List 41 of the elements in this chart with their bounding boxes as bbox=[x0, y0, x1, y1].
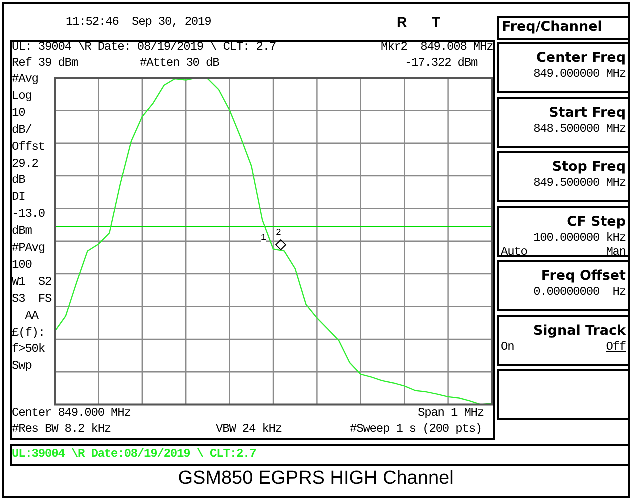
text: #PAvg bbox=[12, 241, 46, 255]
text: -13.0 bbox=[12, 207, 46, 222]
text: Center 849.000 MHz bbox=[12, 406, 131, 420]
softkey-button: Signal Track On Off bbox=[497, 314, 630, 366]
text: S3 FS bbox=[12, 292, 52, 306]
text: f>50k bbox=[12, 342, 46, 356]
text: #Avg bbox=[12, 72, 38, 86]
text: UL:39004 \R Date:08/19/2019 \ CLT:2.7 bbox=[12, 447, 256, 461]
softkey-button: Freq/Channel bbox=[497, 16, 630, 40]
text: £(f): bbox=[12, 326, 46, 340]
text: Swp bbox=[12, 359, 32, 374]
text: dB/ bbox=[12, 122, 32, 137]
softkey-button: Freq Offset 0.00000000 Hz bbox=[497, 260, 630, 311]
text: 11:52:46 Sep 30, 2019 bbox=[66, 15, 212, 29]
text: DI bbox=[12, 190, 26, 204]
text: dBm bbox=[12, 224, 32, 238]
softkey-button: Stop Freq 849.500000 MHz bbox=[497, 151, 630, 202]
text: #Res BW 8.2 kHz bbox=[12, 422, 112, 436]
annotation: 1 bbox=[261, 233, 266, 243]
text: 10 bbox=[12, 106, 26, 120]
text: Log bbox=[12, 88, 32, 103]
text: #Atten 30 dB bbox=[140, 56, 220, 70]
softkey-button: CF Step 100.000000 kHz Auto Man bbox=[497, 206, 630, 256]
text: dB bbox=[12, 173, 26, 188]
annotation: 2 bbox=[276, 228, 281, 238]
text: W1 S2 bbox=[12, 274, 52, 289]
text: Mkr2 849.008 MHz bbox=[381, 40, 494, 54]
text: Offst bbox=[12, 140, 46, 154]
text: 29.2 bbox=[12, 156, 38, 170]
text: R bbox=[397, 14, 408, 30]
softkey-button: Center Freq 849.000000 MHz bbox=[497, 42, 630, 93]
text: #Sweep 1 s (200 pts) bbox=[350, 422, 482, 436]
text: AA bbox=[24, 308, 38, 323]
text: -17.322 dBm bbox=[405, 56, 478, 70]
text: Span 1 MHz bbox=[418, 406, 484, 420]
text: VBW 24 kHz bbox=[216, 422, 282, 436]
text: 100 bbox=[12, 258, 32, 272]
softkey-button: Start Freq 848.500000 MHz bbox=[497, 96, 630, 148]
text: GSM850 EGPRS HIGH Channel bbox=[177, 468, 455, 490]
text: T bbox=[432, 14, 441, 30]
text: Ref 39 dBm bbox=[12, 56, 78, 70]
